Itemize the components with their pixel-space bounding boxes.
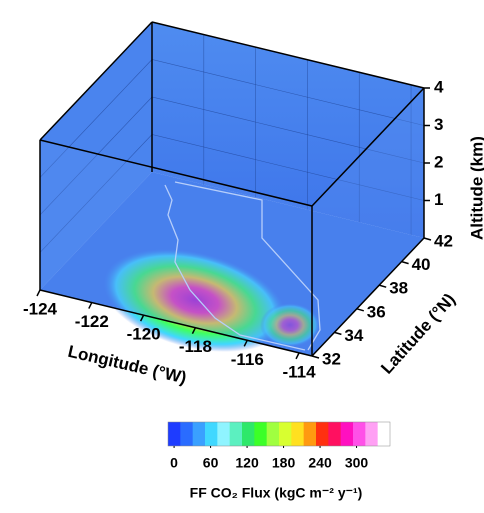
colorbar-segment — [291, 422, 305, 446]
y-tick — [334, 331, 342, 336]
x-tick-label: -122 — [75, 312, 109, 331]
colorbar-segment — [303, 422, 317, 446]
colorbar-segment — [316, 422, 329, 446]
colorbar-segment — [377, 422, 391, 446]
y-tick — [378, 284, 387, 288]
y-tick — [423, 237, 432, 241]
colorbar-segment — [353, 422, 366, 446]
box-edge — [39, 21, 153, 141]
box-edge — [39, 289, 313, 357]
box-edge — [311, 87, 425, 207]
colorbar-tick-label: 120 — [235, 455, 259, 471]
colorbar-tick-label: 180 — [272, 455, 296, 471]
flux-plume — [102, 248, 288, 352]
colorbar-segment — [365, 422, 379, 446]
coastline — [164, 184, 306, 351]
x-tick-label: -118 — [179, 337, 212, 356]
y-tick-label: 32 — [322, 349, 341, 368]
colorbar-tick-label: 0 — [170, 455, 178, 471]
colorbar-segment — [242, 422, 255, 446]
y-axis-label: Latitude (°N) — [377, 290, 459, 378]
y-tick-label: 40 — [412, 255, 431, 274]
state-border — [174, 181, 321, 351]
box-edge — [311, 237, 425, 357]
x-tick-label: -114 — [283, 362, 317, 381]
x-axis-label: Longitude (°W) — [66, 342, 188, 388]
colorbar-segment — [180, 422, 194, 446]
z-tick-label: 1 — [434, 190, 443, 209]
y-tick — [401, 260, 409, 265]
z-axis-label: Altitude (km) — [467, 136, 484, 240]
x-tick-label: -124 — [23, 299, 58, 318]
colorbar-segment — [266, 422, 280, 446]
z-tick-label: 3 — [434, 115, 443, 134]
y-tick-label: 42 — [434, 231, 453, 250]
y-tick-label: 38 — [389, 279, 408, 298]
colorbar-segment — [328, 422, 342, 446]
x-tick — [139, 314, 145, 322]
volume-box — [36, 21, 432, 360]
y-tick-label: 36 — [367, 302, 386, 321]
x-tick — [88, 302, 93, 309]
colorbar-segment — [254, 422, 268, 446]
colorbar-frame — [167, 421, 391, 447]
box-edge — [39, 139, 313, 207]
x-tick — [295, 352, 300, 360]
y-tick — [311, 355, 320, 359]
x-tick-label: -120 — [127, 325, 161, 344]
x-tick — [191, 327, 197, 335]
colorbar-segment — [192, 422, 206, 446]
colorbar-segment — [229, 422, 243, 446]
y-tick-label: 34 — [344, 326, 363, 345]
x-tick — [36, 289, 41, 297]
colorbar-tick-label: 60 — [203, 455, 219, 471]
colorbar-segment — [168, 422, 181, 446]
box-edge — [151, 21, 425, 89]
colorbar-segment — [340, 422, 354, 446]
x-tick — [243, 339, 248, 347]
z-tick-label: 2 — [434, 152, 443, 171]
right-face — [312, 88, 424, 356]
colorbar-segment — [217, 422, 231, 446]
z-tick-label: 4 — [434, 77, 444, 96]
colorbar-tick-label: 240 — [308, 455, 332, 471]
x-tick-label: -116 — [231, 350, 264, 369]
y-tick — [356, 308, 365, 312]
colorbar: 0 60 120 180 240 300 — [167, 421, 391, 471]
flux-plume — [260, 303, 320, 347]
front-face — [40, 140, 312, 356]
colorbar-segment — [205, 422, 218, 446]
colorbar-tick-label: 300 — [345, 455, 369, 471]
colorbar-segment — [279, 422, 292, 446]
colorbar-label: FF CO₂ Flux (kgC m⁻² y⁻¹) — [190, 485, 363, 501]
